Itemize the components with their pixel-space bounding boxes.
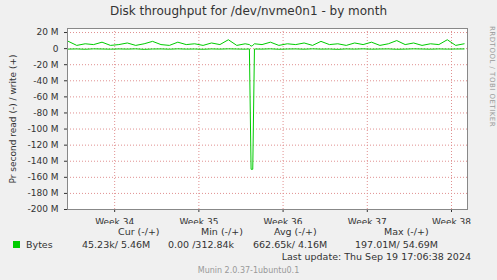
html-text:0.00 /312.84k: 0.00 /312.84k <box>168 239 235 250</box>
html-text:197.01M/ 54.69M: 197.01M/ 54.69M <box>355 239 439 250</box>
svg-text:Week 34: Week 34 <box>95 217 134 224</box>
svg-text:-40 M: -40 M <box>33 76 58 86</box>
svg-text:-80 M: -80 M <box>33 108 58 118</box>
svg-text:-120 M: -120 M <box>27 140 58 150</box>
svg-text:-160 M: -160 M <box>27 172 58 182</box>
html-text:Last update: Thu Sep 19 17:06:: Last update: Thu Sep 19 17:06:38 2024 <box>281 251 471 262</box>
svg-text:-180 M: -180 M <box>27 188 58 198</box>
html-text:RRDTOOL / TOBI OETIKER: RRDTOOL / TOBI OETIKER <box>488 26 496 128</box>
svg-text:Pr second read (-) / write (+): Pr second read (-) / write (+) <box>8 55 18 184</box>
html-text:Min (-/+): Min (-/+) <box>201 226 243 237</box>
html-text:Munin 2.0.37-1ubuntu0.1: Munin 2.0.37-1ubuntu0.1 <box>197 266 300 275</box>
svg-text:-60 M: -60 M <box>33 92 58 102</box>
svg-text:Week 38: Week 38 <box>432 217 471 224</box>
svg-text:-100 M: -100 M <box>27 124 58 134</box>
html-text:45.23k/ 5.46M: 45.23k/ 5.46M <box>82 239 151 250</box>
svg-text:-140 M: -140 M <box>27 156 58 166</box>
html-text:Avg (-/+): Avg (-/+) <box>274 226 317 237</box>
svg-text:20 M: 20 M <box>36 27 58 37</box>
svg-text:Week 35: Week 35 <box>179 217 218 224</box>
html-text:Disk throughput for /dev/nvme0: Disk throughput for /dev/nvme0n1 - by mo… <box>110 4 387 18</box>
svg-text:Week 37: Week 37 <box>348 217 387 224</box>
html-text:662.65k/ 4.16M: 662.65k/ 4.16M <box>253 239 328 250</box>
svg-text:-200 M: -200 M <box>27 204 58 214</box>
svg-text:-20 M: -20 M <box>33 60 58 70</box>
html-text:Bytes: Bytes <box>26 239 53 250</box>
svg-text:Week 36: Week 36 <box>264 217 303 224</box>
svg-text:0: 0 <box>53 43 59 53</box>
html-text:Cur (-/+): Cur (-/+) <box>118 226 160 237</box>
html-text:Max (-/+): Max (-/+) <box>384 226 429 237</box>
